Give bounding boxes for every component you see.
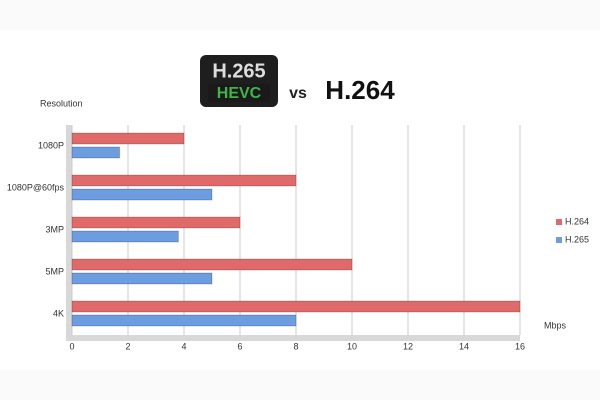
x-tick-label: 14 xyxy=(459,341,469,351)
x-tick-label: 6 xyxy=(237,341,242,351)
x-tick-label: 8 xyxy=(293,341,298,351)
logo-bottom: HEVC xyxy=(217,85,262,102)
bar xyxy=(71,300,521,313)
bar xyxy=(71,146,121,159)
bar xyxy=(71,272,213,285)
bar xyxy=(71,314,297,327)
x-tick-label: 0 xyxy=(69,341,74,351)
y-tick-label: 1080P@60fps xyxy=(7,182,65,192)
x-tick-label: 12 xyxy=(403,341,413,351)
plot-base xyxy=(66,335,520,341)
x-tick-label: 2 xyxy=(125,341,130,351)
logo-top: H.265 xyxy=(212,60,265,82)
bar xyxy=(71,174,297,187)
bar xyxy=(71,258,353,271)
legend-label: H.264 xyxy=(565,216,589,226)
y-tick-label: 1080P xyxy=(38,140,64,150)
x-tick-label: 16 xyxy=(515,341,525,351)
logo-band xyxy=(208,84,270,102)
title-right: H.264 xyxy=(325,75,395,105)
legend-label: H.265 xyxy=(565,234,589,244)
bar xyxy=(71,230,179,243)
y-tick-label: 4K xyxy=(53,308,64,318)
legend-swatch xyxy=(556,237,562,243)
x-tick-label: 10 xyxy=(347,341,357,351)
y-tick-label: 3MP xyxy=(45,224,64,234)
bar xyxy=(71,188,213,201)
y-axis-label: Resolution xyxy=(40,98,83,108)
legend-swatch xyxy=(556,219,562,225)
x-axis-label: Mbps xyxy=(544,320,567,330)
plot-floor xyxy=(66,125,72,341)
x-tick-label: 4 xyxy=(181,341,186,351)
bar xyxy=(71,132,185,145)
title-vs: vs xyxy=(289,85,307,102)
bar xyxy=(71,216,241,229)
y-tick-label: 5MP xyxy=(45,266,64,276)
